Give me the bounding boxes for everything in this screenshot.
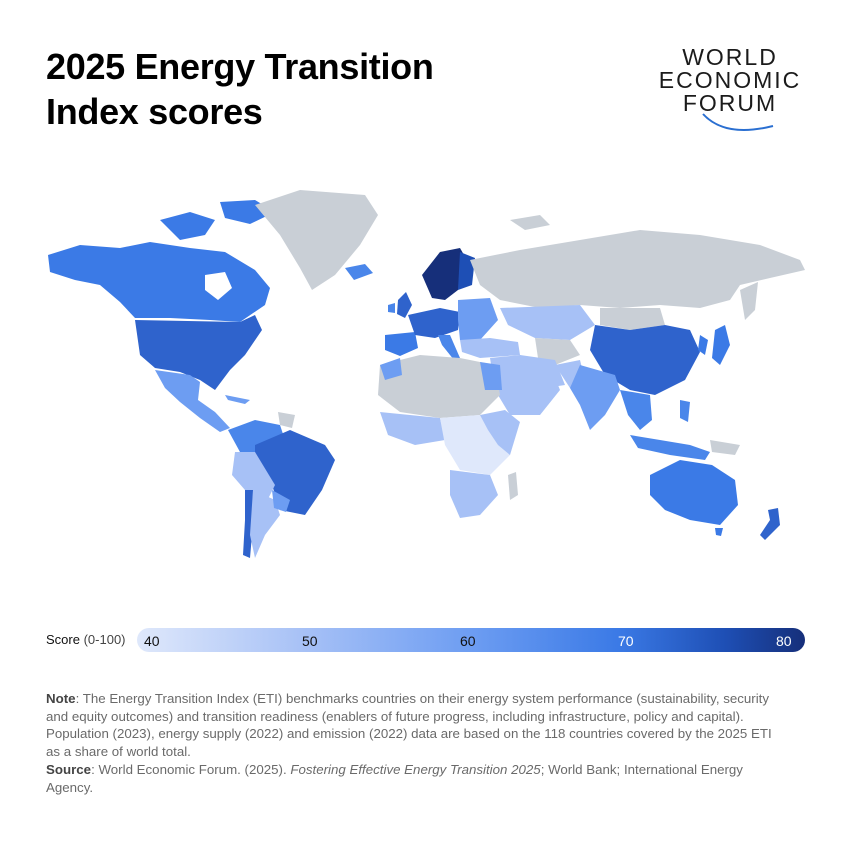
map-canada-islands [160, 212, 215, 240]
legend-label: Score (0-100) [46, 632, 126, 647]
map-finland [458, 252, 475, 290]
logo-line-3: FORUM [682, 90, 778, 116]
map-hudson-bay [205, 272, 232, 300]
map-uk [397, 292, 412, 318]
logo-line-1: WORLD [682, 44, 778, 70]
map-japan [712, 325, 730, 365]
legend-tick-80: 80 [776, 633, 792, 649]
note-label: Note [46, 691, 76, 706]
map-iran [520, 355, 565, 388]
footnotes: Note: The Energy Transition Index (ETI) … [46, 690, 776, 796]
map-southern-africa [450, 470, 498, 518]
map-norway-sweden [422, 248, 468, 300]
map-eastern-europe [458, 298, 498, 340]
map-tasmania [715, 528, 723, 536]
source-text-after: ; World Bank; International Energy Agenc… [46, 762, 743, 795]
legend-tick-40: 40 [144, 633, 160, 649]
source-text-before: : World Economic Forum. (2025). [91, 762, 291, 777]
note-paragraph: Note: The Energy Transition Index (ETI) … [46, 690, 776, 760]
map-png [710, 440, 740, 455]
map-chile [243, 490, 253, 558]
map-west-africa [380, 412, 445, 445]
legend-range: (0-100) [83, 632, 126, 647]
legend-tick-70: 70 [618, 633, 634, 649]
map-india [570, 365, 620, 430]
logo-arc-icon [702, 113, 774, 131]
map-cuba [225, 395, 250, 404]
map-iceland [345, 264, 373, 280]
note-text: : The Energy Transition Index (ETI) benc… [46, 691, 772, 759]
map-uruguay-paraguay [272, 490, 290, 512]
legend-tick-60: 60 [460, 633, 476, 649]
map-russia-arctic [510, 215, 550, 230]
map-kazakhstan [500, 305, 595, 340]
map-china [590, 325, 700, 395]
map-southeast-asia [620, 390, 652, 430]
map-peru-bolivia [232, 452, 275, 505]
map-iberia [385, 332, 418, 356]
map-guianas [278, 412, 295, 428]
map-mexico [155, 370, 230, 432]
source-paragraph: Source: World Economic Forum. (2025). Fo… [46, 761, 776, 796]
map-russia-east [740, 282, 758, 320]
map-egypt [480, 362, 502, 390]
map-morocco [380, 358, 402, 380]
map-balkans-turkey [460, 338, 520, 358]
map-mongolia [600, 308, 665, 330]
page-title: 2025 Energy Transition Index scores [46, 46, 434, 132]
map-russia [470, 230, 805, 308]
map-australia [650, 460, 738, 525]
map-france-germany [408, 308, 460, 338]
source-title: Fostering Effective Energy Transition 20… [290, 762, 541, 777]
legend-label-text: Score [46, 632, 80, 647]
legend-tick-50: 50 [302, 633, 318, 649]
map-ireland [388, 303, 395, 313]
wef-logo: WORLD ECONOMIC FORUM [645, 42, 815, 137]
map-philippines [680, 400, 690, 422]
source-label: Source [46, 762, 92, 777]
map-north-africa [378, 355, 500, 418]
map-usa [135, 315, 262, 390]
map-new-zealand [760, 508, 780, 540]
map-canada [48, 242, 270, 322]
map-indonesia [630, 435, 710, 460]
map-madagascar [508, 472, 518, 500]
map-central-asia [535, 338, 580, 365]
map-argentina [250, 490, 280, 558]
map-greenland [255, 190, 378, 290]
world-map [48, 190, 805, 558]
legend-color-scale [137, 628, 805, 652]
map-italy [438, 335, 460, 360]
logo-line-2: ECONOMIC [658, 67, 802, 93]
map-east-africa [480, 410, 520, 455]
map-korea [698, 335, 708, 355]
